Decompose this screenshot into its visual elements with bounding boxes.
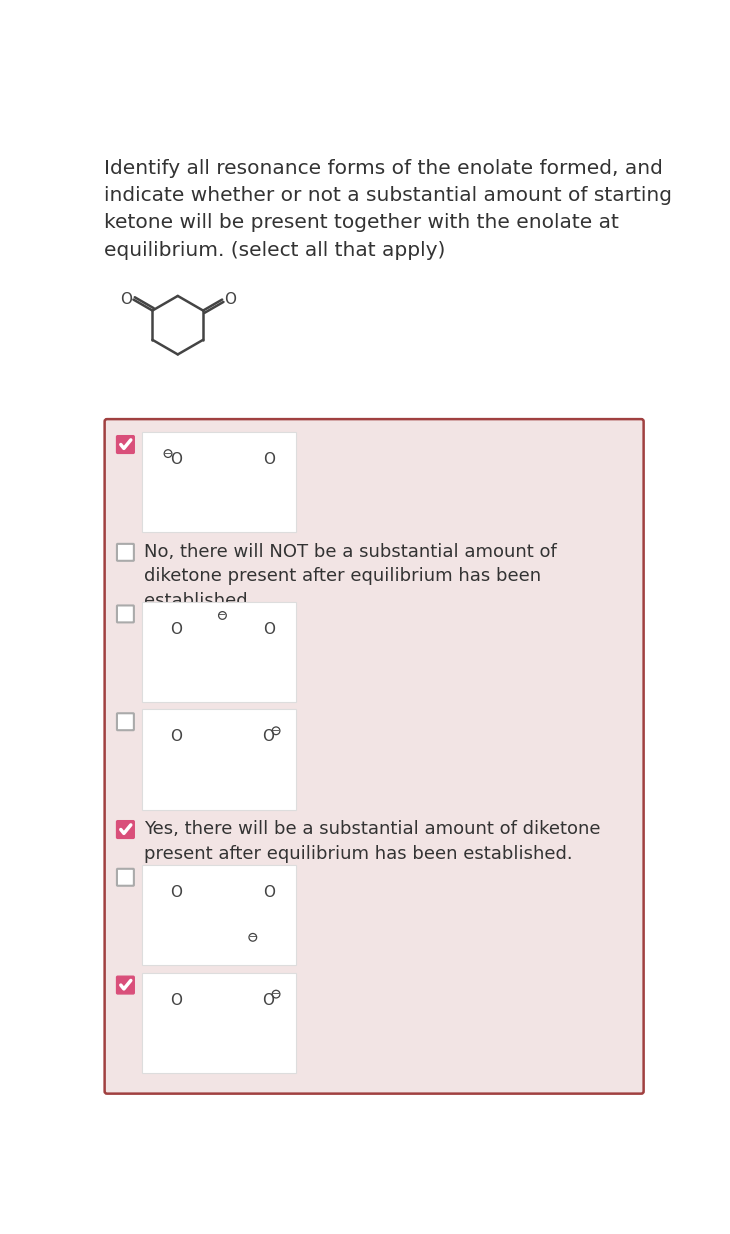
Text: O: O: [263, 452, 275, 468]
Text: −: −: [272, 990, 280, 1000]
FancyBboxPatch shape: [104, 420, 644, 1093]
Text: Identify all resonance forms of the enolate formed, and
indicate whether or not : Identify all resonance forms of the enol…: [104, 159, 672, 259]
Text: O: O: [170, 729, 182, 744]
FancyBboxPatch shape: [117, 606, 134, 622]
Text: O: O: [120, 292, 131, 307]
FancyBboxPatch shape: [117, 713, 134, 731]
Text: O: O: [263, 622, 275, 637]
Text: −: −: [218, 611, 226, 621]
Text: Yes, there will be a substantial amount of diketone
present after equilibrium ha: Yes, there will be a substantial amount …: [144, 821, 600, 863]
Text: O: O: [170, 885, 182, 900]
Text: O: O: [224, 292, 236, 307]
Bar: [142, 710, 296, 810]
Text: O: O: [170, 622, 182, 637]
FancyBboxPatch shape: [117, 821, 134, 838]
Bar: [142, 865, 296, 965]
Text: O: O: [262, 729, 274, 744]
Bar: [142, 432, 296, 532]
Text: No, there will NOT be a substantial amount of
diketone present after equilibrium: No, there will NOT be a substantial amou…: [144, 543, 557, 610]
FancyBboxPatch shape: [117, 976, 134, 993]
FancyBboxPatch shape: [117, 436, 134, 453]
Bar: [142, 972, 296, 1072]
Text: −: −: [164, 449, 172, 459]
Text: O: O: [170, 452, 182, 468]
Bar: [142, 602, 296, 702]
FancyBboxPatch shape: [117, 869, 134, 886]
Text: −: −: [272, 726, 280, 735]
Text: O: O: [263, 885, 275, 900]
Text: O: O: [170, 993, 182, 1008]
Text: −: −: [249, 933, 257, 943]
Text: O: O: [262, 993, 274, 1008]
FancyBboxPatch shape: [117, 544, 134, 560]
